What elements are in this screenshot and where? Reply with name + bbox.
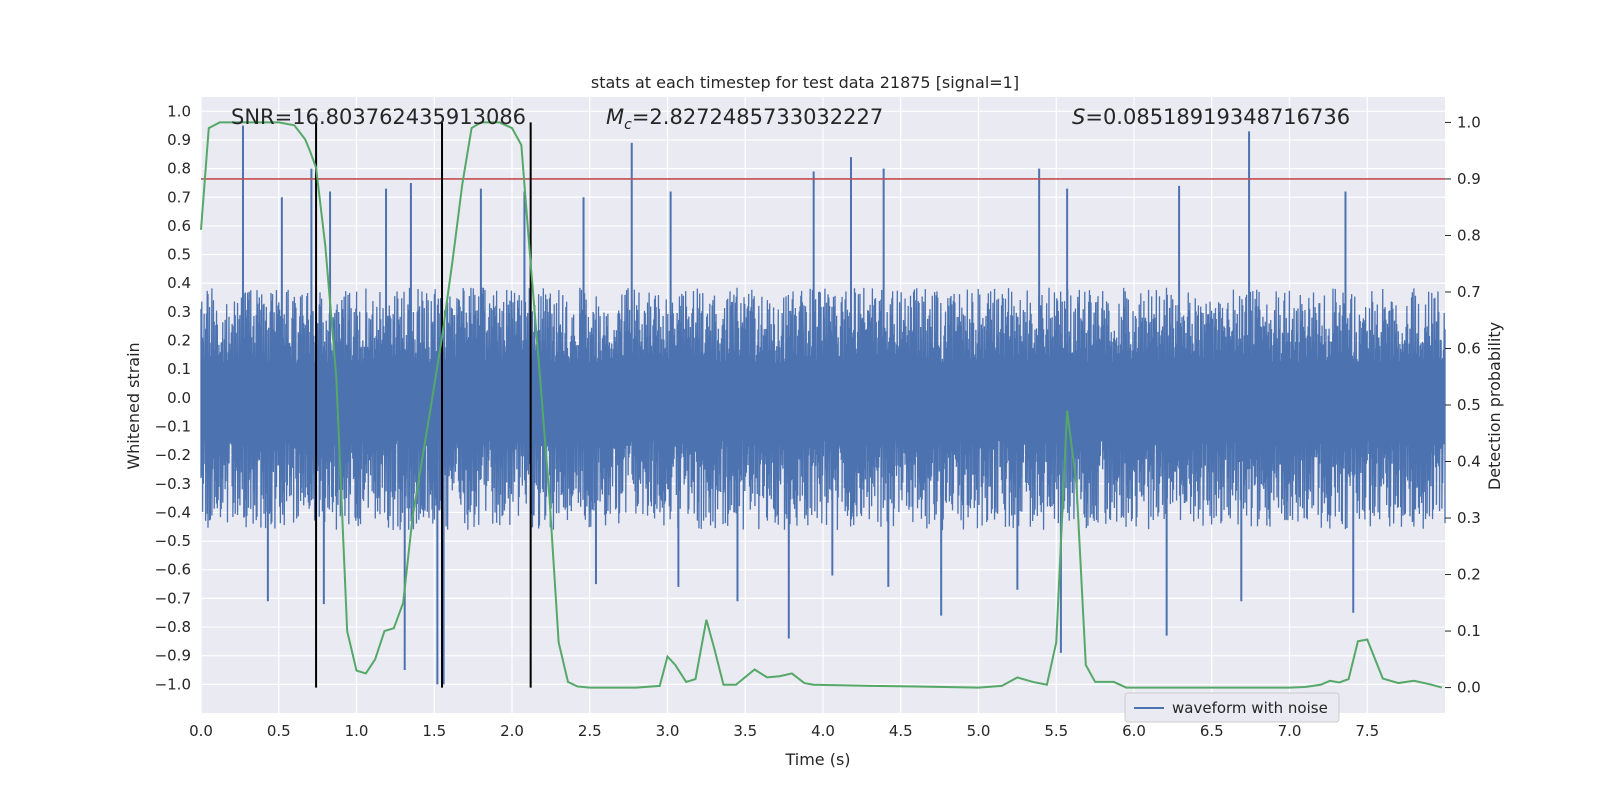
s-value: =0.08518919348716736 bbox=[1085, 105, 1350, 129]
x-tick-label: 7.5 bbox=[1355, 722, 1379, 740]
snr-annotation: SNR=16.803762435913086 bbox=[231, 105, 526, 129]
y-tick-label: −1.0 bbox=[155, 675, 191, 693]
y2-tick-label: 0.3 bbox=[1457, 509, 1481, 527]
vertical-markers bbox=[315, 122, 532, 688]
y-tick-label: 0.7 bbox=[167, 188, 191, 206]
y2-tick-label: 0.5 bbox=[1457, 396, 1481, 414]
y2-tick-label: 0.2 bbox=[1457, 566, 1481, 584]
y2-tick-label: 0.8 bbox=[1457, 226, 1481, 244]
chart-title: stats at each timestep for test data 218… bbox=[591, 73, 1019, 92]
x-tick-label: 2.0 bbox=[500, 722, 524, 740]
y-tick-label: 1.0 bbox=[167, 102, 191, 120]
y-tick-label: 0.2 bbox=[167, 332, 191, 350]
y-tick-label: 0.6 bbox=[167, 217, 191, 235]
probability-line bbox=[200, 121, 1443, 689]
x-tick-label: 5.0 bbox=[967, 722, 991, 740]
chirp-mass-value: =2.8272485733032227 bbox=[632, 105, 883, 129]
y-tick-label: −0.2 bbox=[155, 446, 191, 464]
y2-tick-label: 0.0 bbox=[1457, 679, 1481, 697]
legend-box bbox=[1124, 692, 1340, 723]
x-tick-label: 6.5 bbox=[1200, 722, 1224, 740]
y-tick-label: −0.1 bbox=[155, 417, 191, 435]
x-tick-label: 3.0 bbox=[656, 722, 680, 740]
x-tick-label: 7.0 bbox=[1278, 722, 1302, 740]
y-axis-ticks: 1.0 0.9 0.8 0.7 0.6 0.5 0.4 0.3 0.2 0.1 0.0 −0.1 −0.… bbox=[155, 102, 191, 693]
y-tick-label: 0.0 bbox=[167, 389, 191, 407]
x-tick-label: 1.5 bbox=[422, 722, 446, 740]
x-tick-label: 2.5 bbox=[578, 722, 602, 740]
y-axis-label: Whitened strain bbox=[124, 342, 143, 469]
y2-tick-label: 0.4 bbox=[1457, 453, 1481, 471]
chirp-mass-annotation: Mc=2.8272485733032227 bbox=[606, 105, 883, 133]
y2-tick-label: 0.1 bbox=[1457, 622, 1481, 640]
y2-tick-label: 1.0 bbox=[1457, 113, 1481, 131]
y-tick-label: −0.8 bbox=[155, 618, 191, 636]
s-annotation: S=0.08518919348716736 bbox=[1072, 105, 1350, 129]
y-tick-label: −0.5 bbox=[155, 532, 191, 550]
x-tick-label: 3.5 bbox=[733, 722, 757, 740]
waveform-series bbox=[200, 125, 1446, 685]
chirp-mass-symbol: M bbox=[606, 105, 624, 129]
x-tick-label: 0.5 bbox=[267, 722, 291, 740]
y-tick-label: 0.4 bbox=[167, 274, 191, 292]
y2-tick-label: 0.7 bbox=[1457, 283, 1481, 301]
x-tick-label: 5.5 bbox=[1044, 722, 1068, 740]
legend: waveform with noise bbox=[1124, 692, 1340, 723]
y-tick-label: 0.3 bbox=[167, 303, 191, 321]
y-tick-label: −0.3 bbox=[155, 475, 191, 493]
s-symbol: S bbox=[1072, 105, 1085, 129]
y-tick-label: 0.5 bbox=[167, 246, 191, 264]
y2-tick-label: 0.6 bbox=[1457, 339, 1481, 357]
y2-axis-label: Detection probability bbox=[1485, 322, 1504, 490]
y-tick-label: 0.9 bbox=[167, 131, 191, 149]
y-tick-label: 0.1 bbox=[167, 360, 191, 378]
probability-series bbox=[200, 121, 1443, 689]
x-axis-ticks: 0.0 0.5 1.0 1.5 2.0 2.5 3.0 3.5 4.0 4.5 5.0 5.5 6.0 6… bbox=[189, 722, 1379, 740]
x-axis-label: Time (s) bbox=[784, 750, 850, 769]
y-tick-label: −0.7 bbox=[155, 589, 191, 607]
x-tick-label: 4.5 bbox=[889, 722, 913, 740]
y2-axis-ticks: 1.0 0.9 0.8 0.7 0.6 0.5 0.4 0.3 0.2 0.1 0.0 bbox=[1445, 113, 1481, 697]
x-tick-label: 6.0 bbox=[1122, 722, 1146, 740]
x-tick-label: 0.0 bbox=[189, 722, 213, 740]
y-tick-label: 0.8 bbox=[167, 160, 191, 178]
y-tick-label: −0.4 bbox=[155, 503, 191, 521]
waveform-line bbox=[200, 287, 1446, 531]
y-tick-label: −0.6 bbox=[155, 561, 191, 579]
x-tick-label: 1.0 bbox=[345, 722, 369, 740]
legend-label: waveform with noise bbox=[1172, 699, 1328, 717]
x-tick-label: 4.0 bbox=[811, 722, 835, 740]
y-tick-label: −0.9 bbox=[155, 647, 191, 665]
y2-tick-label: 0.9 bbox=[1457, 170, 1481, 188]
chirp-mass-subscript: c bbox=[624, 117, 632, 133]
